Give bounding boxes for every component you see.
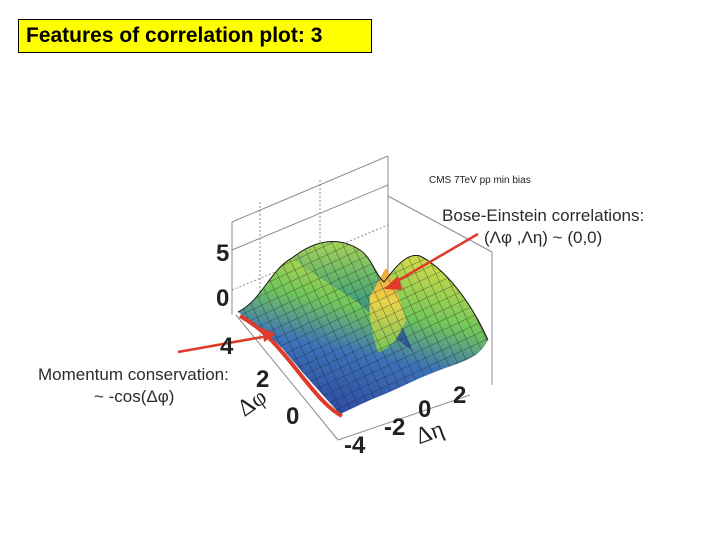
momentum-line2: ~ -cos(Δφ) bbox=[94, 387, 175, 406]
bose-einstein-line2: (Λφ ,Λη) ~ (0,0) bbox=[484, 228, 603, 247]
plot-header: CMS 7TeV pp min bias bbox=[429, 175, 531, 186]
bose-einstein-line1: Bose-Einstein correlations: bbox=[442, 206, 645, 225]
surface-mesh bbox=[237, 241, 489, 414]
slide-title: Features of correlation plot: 3 bbox=[18, 19, 372, 53]
deta-tick-neg4: -4 bbox=[344, 432, 366, 459]
deta-tick-neg2: -2 bbox=[384, 414, 406, 441]
momentum-line1: Momentum conservation: bbox=[38, 365, 229, 384]
momentum-arrow bbox=[177, 328, 276, 354]
dphi-tick-0: 0 bbox=[286, 403, 300, 430]
z-tick-5: 5 bbox=[216, 240, 230, 267]
dphi-tick-2: 2 bbox=[256, 366, 270, 393]
z-tick-0: 0 bbox=[216, 285, 230, 312]
deta-tick-0: 0 bbox=[418, 396, 432, 423]
bose-einstein-arrow bbox=[384, 232, 479, 290]
dphi-tick-4: 4 bbox=[220, 333, 234, 360]
deta-tick-2: 2 bbox=[453, 382, 467, 409]
